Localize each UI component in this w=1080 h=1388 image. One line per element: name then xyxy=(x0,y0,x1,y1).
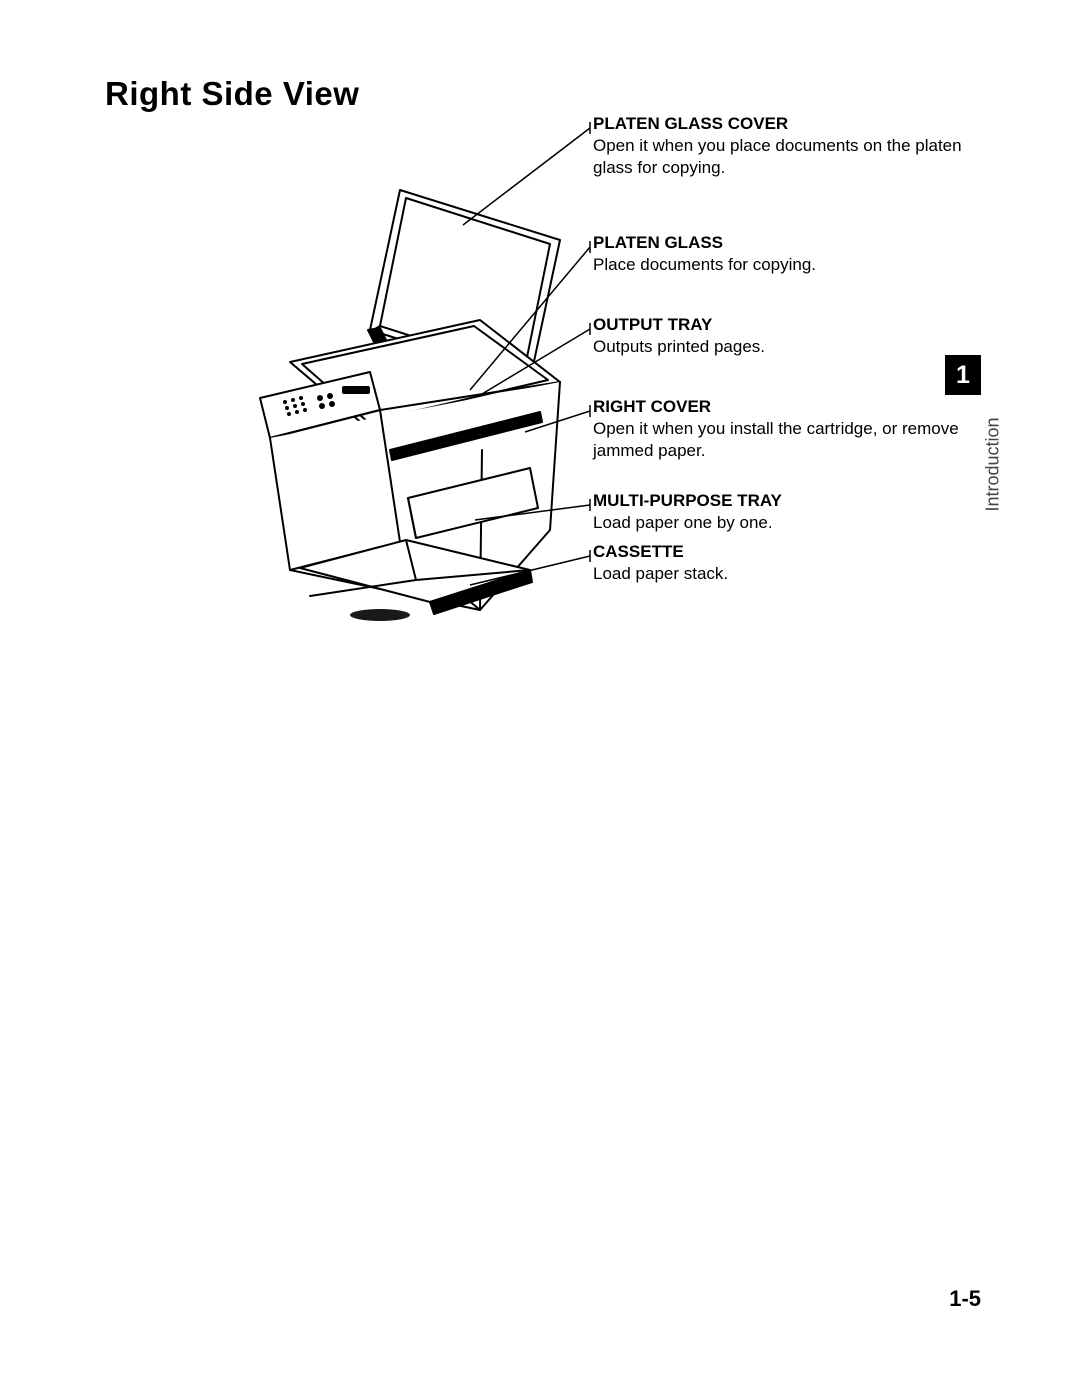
chapter-tab: 1 xyxy=(945,355,981,395)
callout: PLATEN GLASS COVEROpen it when you place… xyxy=(593,113,973,178)
callout: PLATEN GLASSPlace documents for copying. xyxy=(593,232,816,276)
callout-body: Open it when you place documents on the … xyxy=(593,135,973,179)
callout: RIGHT COVEROpen it when you install the … xyxy=(593,396,973,461)
page-title: Right Side View xyxy=(105,75,359,113)
callout-title: RIGHT COVER xyxy=(593,396,973,418)
callout-body: Open it when you install the cartridge, … xyxy=(593,418,973,462)
callout-title: CASSETTE xyxy=(593,541,728,563)
printer-diagram xyxy=(230,150,590,630)
manual-page: Right Side View xyxy=(0,0,1080,1388)
callout-body: Outputs printed pages. xyxy=(593,336,765,358)
callout-title: PLATEN GLASS xyxy=(593,232,816,254)
callout-body: Load paper one by one. xyxy=(593,512,782,534)
callout-title: MULTI-PURPOSE TRAY xyxy=(593,490,782,512)
callout: MULTI-PURPOSE TRAYLoad paper one by one. xyxy=(593,490,782,534)
callout-title: OUTPUT TRAY xyxy=(593,314,765,336)
chapter-label: Introduction xyxy=(946,399,980,529)
callout-body: Place documents for copying. xyxy=(593,254,816,276)
page-number: 1-5 xyxy=(949,1286,981,1312)
callout: OUTPUT TRAYOutputs printed pages. xyxy=(593,314,765,358)
chapter-label-text: Introduction xyxy=(983,417,1004,511)
callout: CASSETTELoad paper stack. xyxy=(593,541,728,585)
callout-body: Load paper stack. xyxy=(593,563,728,585)
callout-title: PLATEN GLASS COVER xyxy=(593,113,973,135)
